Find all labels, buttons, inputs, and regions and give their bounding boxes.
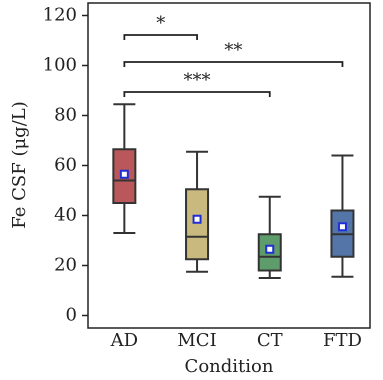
y-axis-label: Fe CSF (μg/L) (9, 101, 30, 228)
x-tick-label: FTD (323, 330, 362, 351)
mean-marker (192, 214, 202, 224)
significance-bracket (123, 91, 271, 97)
y-tick-label: 60 (54, 155, 77, 176)
y-tick-label: 100 (43, 55, 77, 76)
significance-bracket (123, 61, 344, 67)
significance-bracket (123, 34, 198, 40)
y-tick-label: 80 (54, 105, 77, 126)
mean-marker (337, 222, 347, 232)
x-tick-label: MCI (177, 330, 216, 351)
significance-label: * (156, 13, 165, 34)
mean-marker (265, 244, 275, 254)
x-tick-label: CT (257, 330, 283, 351)
y-tick-label: 120 (43, 5, 77, 26)
x-tick-label: AD (110, 330, 138, 351)
y-tick-label: 20 (54, 255, 77, 276)
x-axis-label: Condition (185, 356, 274, 377)
significance-label: *** (184, 70, 211, 91)
box (185, 188, 210, 261)
y-tick-label: 0 (66, 305, 77, 326)
y-tick-label: 40 (54, 205, 77, 226)
significance-label: ** (224, 40, 242, 61)
mean-marker (119, 169, 129, 179)
